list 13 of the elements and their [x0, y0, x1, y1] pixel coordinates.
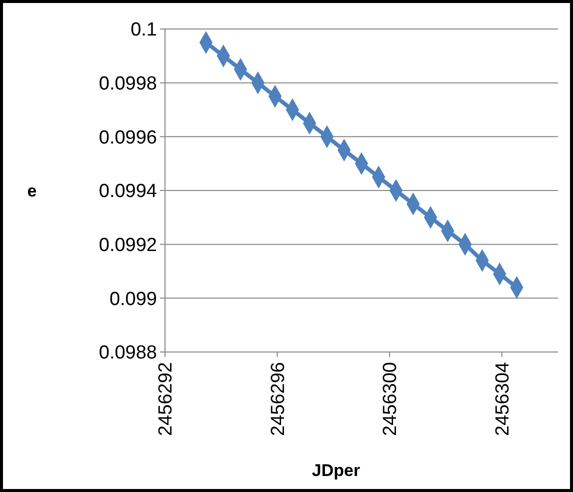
y-tick-label: 0.0996	[98, 127, 157, 148]
x-tick-label: 2456292	[156, 362, 177, 436]
y-tick-label: 0.0992	[98, 234, 157, 256]
x-axis-title: JDper	[312, 461, 360, 480]
x-tick-label: 2456296	[268, 362, 289, 436]
y-tick-label: 0.0998	[98, 73, 157, 94]
x-tick-label: 2456300	[380, 362, 402, 436]
y-tick-label: 0.099	[109, 288, 157, 310]
x-tick-label: 2456304	[492, 362, 514, 436]
y-tick-label: 0.1	[130, 20, 157, 41]
y-tick-label: 0.0988	[98, 342, 157, 364]
y-axis-title: e	[27, 181, 37, 200]
y-tick-label: 0.0994	[98, 181, 158, 202]
